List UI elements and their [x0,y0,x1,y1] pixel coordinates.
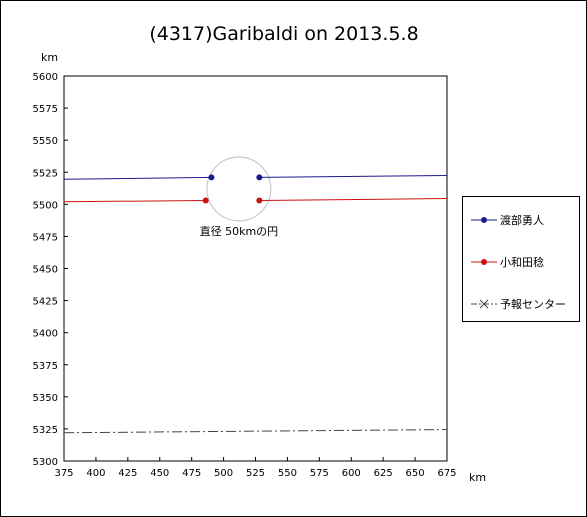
annotation-layer: 直径 50kmの円 [200,156,279,238]
x-tick-label: 450 [150,468,169,479]
chart-title: (4317)Garibaldi on 2013.5.8 [149,23,418,45]
legend-swatch [471,259,497,265]
y-tick-label: 5350 [33,393,58,404]
x-tick-label: 425 [118,468,137,479]
series-2-point [202,197,209,204]
y-axis-unit: km [41,51,58,64]
circle-annotation-label: 直径 50kmの円 [200,224,279,238]
series-1-line [63,176,212,180]
series-1-point [256,174,263,181]
y-tick-label: 5400 [33,329,58,340]
x-axis: 375 400 425 450 475 500 525 550 575 600 625 650 675 [54,457,457,479]
series-layer [63,174,448,434]
x-tick-label: 575 [310,468,329,479]
y-tick-label: 5600 [33,72,58,83]
x-tick-label: 550 [278,468,297,479]
y-tick-label: 5450 [33,265,58,276]
x-tick-label: 600 [342,468,361,479]
legend-label: 渡部勇人 [500,214,544,227]
y-tick-label: 5550 [33,136,58,147]
series-2-line [63,199,206,203]
y-tick-label: 5325 [33,425,58,436]
y-tick-label: 5375 [33,361,58,372]
legend-label: 小和田稔 [500,256,544,269]
x-tick-label: 400 [86,468,105,479]
series-3-line [63,429,448,434]
legend-swatch [471,299,497,309]
y-tick-label: 5500 [33,200,58,211]
y-axis: 5300 5325 5350 5375 5400 5425 5450 5475 5500 5525… [33,72,68,468]
y-tick-label: 5525 [33,168,58,179]
y-tick-label: 5425 [33,297,58,308]
series-1-line [259,174,448,178]
series-2-line [259,198,448,201]
x-axis-unit: km [469,471,486,484]
y-tick-label: 5300 [33,457,58,468]
legend-item: 渡部勇人 [471,213,544,227]
x-tick-label: 375 [54,468,73,479]
x-tick-label: 625 [374,468,393,479]
x-tick-label: 650 [406,468,425,479]
series-2-point [256,197,263,204]
reference-circle [206,156,272,222]
x-tick-label: 525 [246,468,265,479]
legend-label: 予報センター [500,298,566,311]
y-tick-label: 5475 [33,232,58,243]
x-tick-label: 500 [214,468,233,479]
legend-swatch [471,217,497,223]
x-tick-label: 475 [182,468,201,479]
legend-item: 予報センター [471,297,566,311]
y-tick-label: 5575 [33,104,58,115]
x-tick-label: 675 [437,468,456,479]
plot-area [63,75,448,462]
legend-item: 小和田稔 [471,255,544,269]
series-1-point [208,174,215,181]
legend: 渡部勇人小和田稔予報センター [462,196,580,322]
